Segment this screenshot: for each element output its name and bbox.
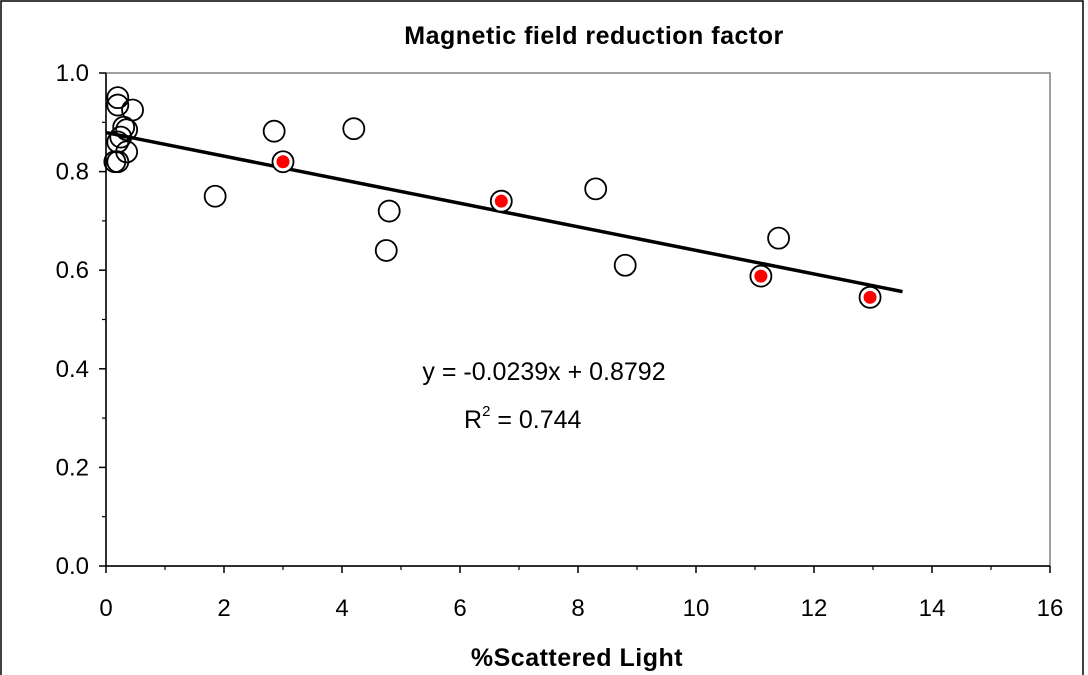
point-open-circle: [262, 119, 286, 143]
y-tick-label: 0.0: [56, 553, 89, 580]
x-tick-label: 16: [1037, 595, 1064, 622]
point-open-circle: [106, 93, 130, 117]
point-open-circle: [767, 226, 790, 250]
x-tick-label: 14: [919, 595, 946, 622]
point-open-circle: [106, 150, 130, 174]
r2-symbol: R: [464, 406, 482, 434]
x-tick-label: 2: [217, 595, 230, 622]
point-open-circle: [203, 184, 227, 208]
point-red-fill: [754, 269, 768, 283]
x-tick-label: 6: [453, 595, 466, 622]
x-tick-label: 0: [99, 595, 112, 622]
point-open-circle: [342, 117, 366, 141]
r2-exponent: 2: [482, 403, 490, 420]
point-open-circle: [613, 253, 637, 277]
point-open-circle: [374, 239, 398, 262]
point-open-circle: [109, 125, 133, 149]
data-points: [103, 86, 882, 309]
point-red-fill: [276, 155, 290, 169]
x-tick-label: 4: [335, 595, 348, 622]
x-tick-label: 12: [801, 595, 828, 622]
x-tick-label: 8: [571, 595, 584, 622]
x-tick-label: 10: [683, 595, 710, 622]
x-axis-label: %Scattered Light: [471, 644, 683, 672]
plot-area: [105, 72, 1051, 567]
point-open-circle: [112, 115, 136, 139]
axes: 0.0 0.2 0.4 0.6 0.8 1.0 0 2 4 6 8 10 12 14 16: [56, 60, 1064, 622]
point-red-fill: [863, 290, 877, 304]
point-open-circle: [584, 177, 608, 201]
y-tick-label: 1.0: [56, 60, 89, 87]
point-red-fill: [494, 194, 508, 208]
y-tick-label: 0.2: [56, 454, 89, 481]
trendline-r-squared: R2 = 0.744: [464, 403, 582, 434]
trendline-equation: y = -0.0239x + 0.8792: [422, 358, 665, 386]
point-open-circle: [377, 199, 401, 223]
point-open-circle: [115, 118, 139, 142]
y-tick-label: 0.8: [56, 159, 89, 186]
y-tick-label: 0.6: [56, 257, 89, 284]
point-open-circle: [106, 86, 130, 110]
chart-title: Magnetic field reduction factor: [404, 22, 783, 50]
y-tick-label: 0.4: [56, 356, 89, 383]
r2-value: = 0.744: [490, 406, 581, 434]
